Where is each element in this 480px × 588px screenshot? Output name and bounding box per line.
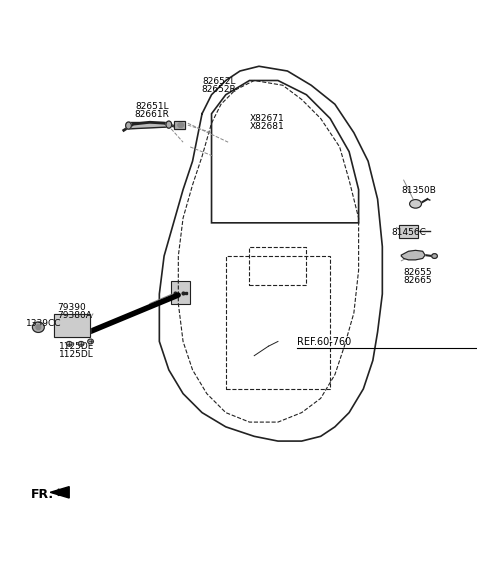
Bar [174, 121, 185, 129]
Bar [399, 225, 418, 238]
Text: 82652L: 82652L [202, 77, 235, 86]
Ellipse shape [88, 339, 94, 344]
Ellipse shape [432, 253, 437, 258]
Polygon shape [50, 487, 69, 498]
Text: 1125DE: 1125DE [59, 342, 94, 350]
Ellipse shape [66, 342, 72, 346]
Text: 81456C: 81456C [392, 228, 427, 237]
Bar [54, 314, 90, 337]
Text: 1339CC: 1339CC [25, 319, 61, 328]
Ellipse shape [409, 199, 421, 208]
Text: 79380A: 79380A [57, 311, 92, 320]
Text: 82661R: 82661R [135, 110, 169, 119]
Text: X82681: X82681 [250, 122, 284, 132]
Bar [250, 246, 306, 285]
Text: 82655: 82655 [404, 268, 432, 277]
Ellipse shape [126, 122, 132, 129]
Text: FR.: FR. [31, 487, 54, 501]
Bar [174, 121, 185, 129]
Text: 81350B: 81350B [401, 186, 436, 195]
Bar [226, 256, 330, 389]
Polygon shape [401, 250, 425, 260]
Ellipse shape [178, 123, 183, 128]
Text: 79390: 79390 [57, 303, 86, 312]
Text: 82665: 82665 [404, 276, 432, 285]
Text: REF.60-760: REF.60-760 [297, 338, 351, 348]
Ellipse shape [36, 325, 41, 330]
Bar [54, 314, 90, 337]
Ellipse shape [166, 121, 172, 128]
Ellipse shape [33, 322, 44, 332]
Bar [399, 225, 418, 238]
Text: 1125DL: 1125DL [59, 350, 94, 359]
Text: 82651L: 82651L [135, 102, 169, 111]
Bar [171, 280, 190, 305]
Text: X82671: X82671 [250, 114, 284, 123]
Text: 82652R: 82652R [201, 85, 236, 95]
Ellipse shape [78, 342, 84, 346]
